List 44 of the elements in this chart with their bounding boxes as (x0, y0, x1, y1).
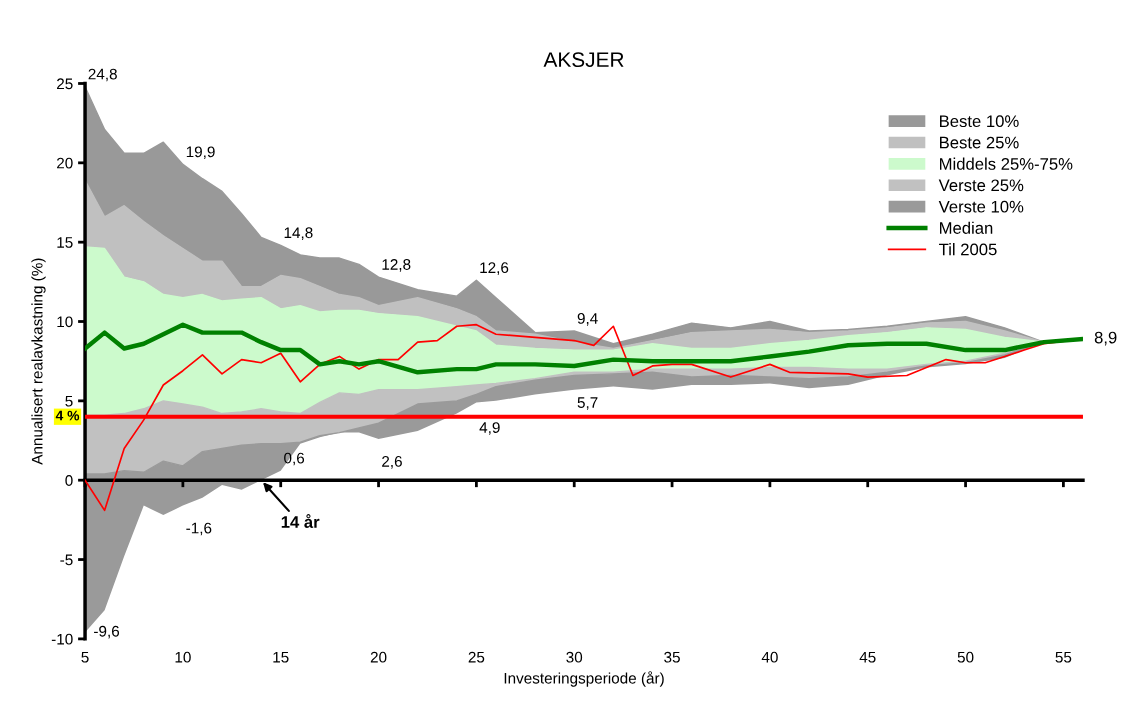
legend-label: Beste 25% (940, 136, 1019, 149)
x-tick-label: 45 (859, 651, 876, 663)
x-tick-label: 35 (664, 651, 680, 663)
legend-label: Beste 10% (940, 115, 1019, 128)
annotation: 0,6 (284, 452, 305, 466)
x-axis-title: Investeringsperiode (år) (504, 671, 664, 687)
annotation: 12,6 (480, 262, 509, 275)
y-tick-label: -5 (60, 554, 73, 566)
annotation: 8,9 (1094, 331, 1117, 346)
annotation: 24,8 (88, 68, 117, 82)
x-tick-label: 25 (468, 651, 485, 663)
chart-title: AKSJER (543, 52, 624, 68)
legend-label: Verste 10% (938, 200, 1024, 213)
ref-line-label: 4 % (55, 410, 80, 421)
x-tick-label: 50 (957, 651, 974, 663)
annotation: 9,4 (577, 313, 598, 326)
y-tick-label: -10 (51, 633, 73, 645)
legend-label: Middels 25%-75% (940, 157, 1073, 170)
annotation: 2,6 (382, 456, 402, 469)
x-tick-label: 15 (273, 651, 289, 663)
y-tick-label: 25 (57, 78, 73, 90)
annotation: 12,8 (382, 259, 411, 272)
legend-label: Verste 25% (938, 179, 1024, 192)
annotation: 5,7 (577, 397, 598, 410)
y-tick-label: 15 (57, 237, 73, 248)
annotation: 4,9 (479, 422, 500, 435)
x-tick-label: 10 (175, 651, 191, 663)
x-tick-label: 30 (566, 651, 583, 663)
y-tick-label: 20 (57, 157, 73, 169)
y-tick-label: 0 (65, 475, 73, 486)
annotation: 19,9 (186, 146, 215, 160)
y-tick-label: 5 (65, 395, 73, 407)
x-tick-label: 55 (1055, 651, 1072, 663)
legend-label: Median (940, 221, 993, 234)
annotation: 14,8 (284, 227, 313, 240)
y-tick-label: 10 (57, 316, 73, 328)
annotation: 14 år (281, 514, 320, 528)
legend-label: Til 2005 (939, 243, 997, 256)
annotation: -9,6 (94, 625, 120, 639)
x-tick-label: 20 (370, 651, 387, 663)
x-tick-label: 40 (761, 651, 778, 663)
x-tick-label: 5 (81, 651, 89, 663)
annotation: -1,6 (186, 522, 212, 536)
y-axis-title: Annualisert realavkastning (%) (31, 258, 46, 465)
